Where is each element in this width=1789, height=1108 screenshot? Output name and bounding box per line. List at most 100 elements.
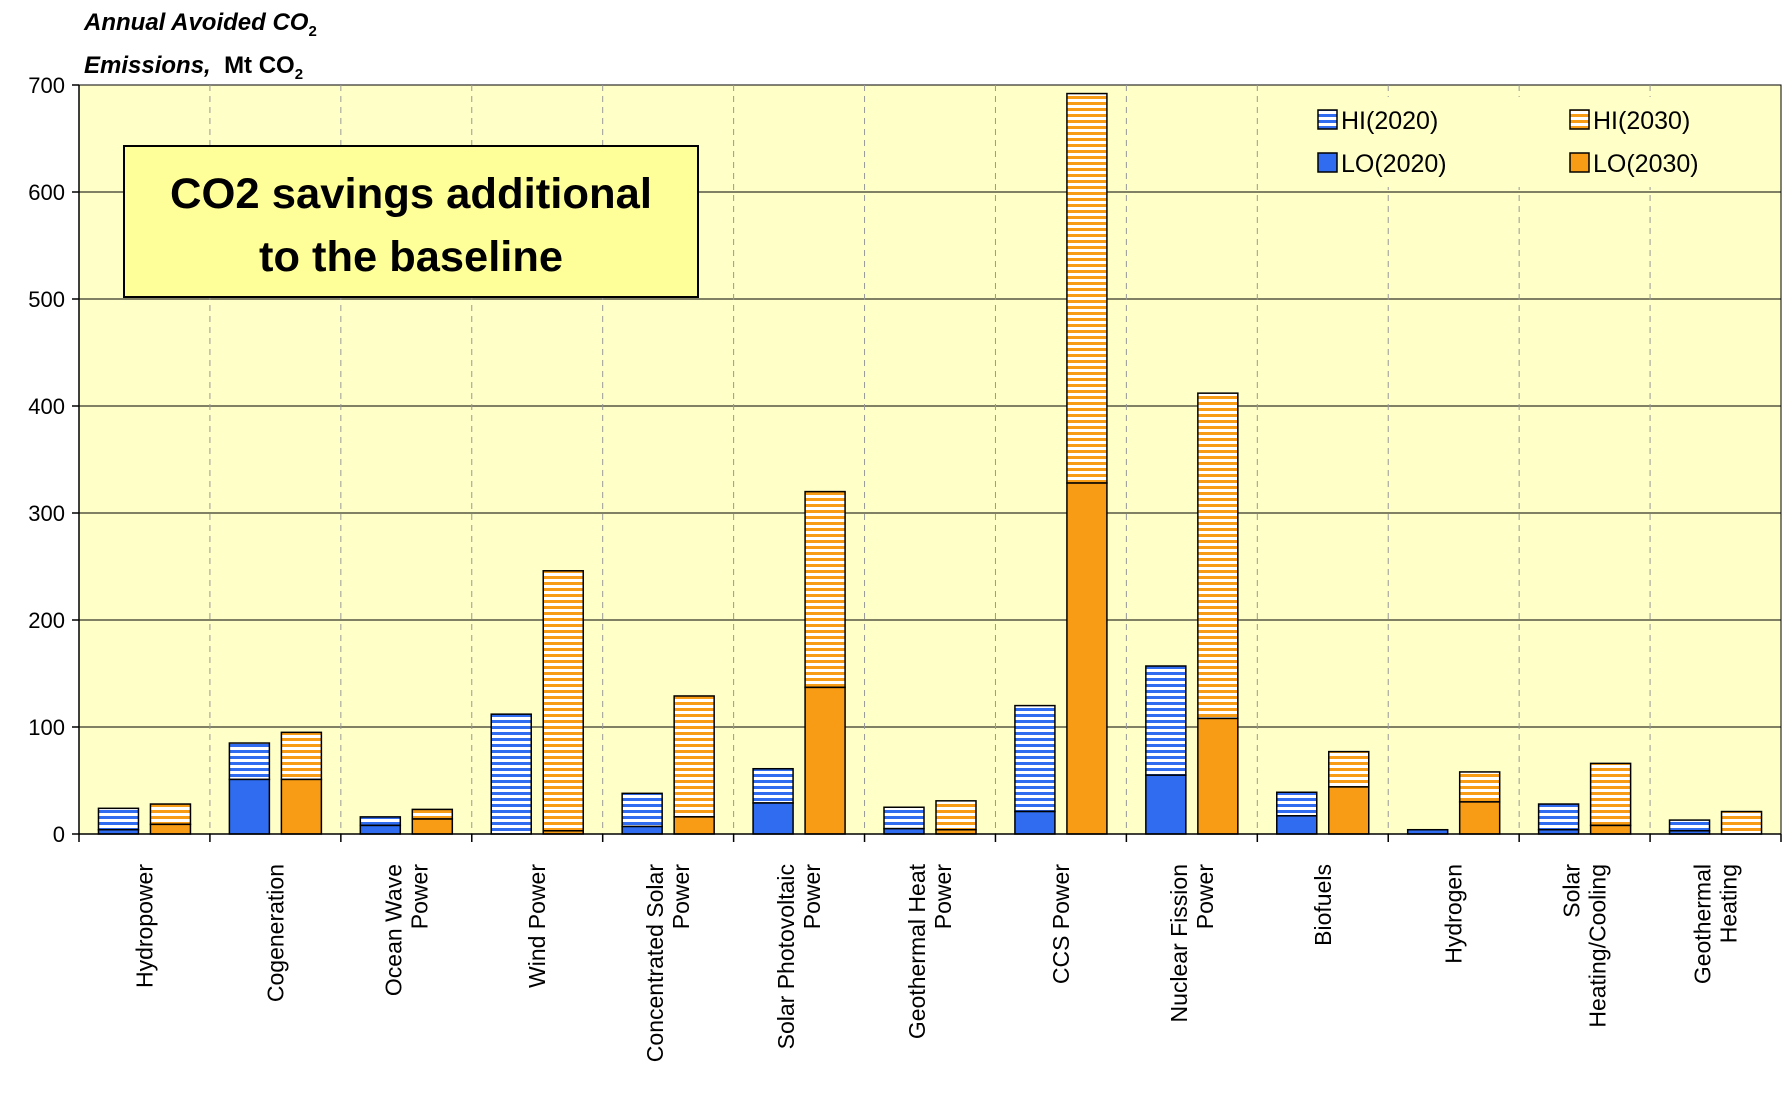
legend-item: HI(2020) <box>1317 107 1438 135</box>
2030-hi-bar <box>1328 750 1370 788</box>
category-label-line: Concentrated Solar <box>642 864 668 1063</box>
annotation-line2: to the baseline <box>259 233 563 281</box>
2030-lo-bar <box>411 818 454 835</box>
category-label-line: Wind Power <box>524 864 550 988</box>
2020-lo-bar <box>621 825 663 835</box>
y-tick-label: 600 <box>28 180 65 205</box>
category-label-line: Geothermal Heat <box>904 863 930 1039</box>
category-label-line: Power <box>799 864 825 930</box>
y-axis-title: Annual Avoided CO2 Emissions, Mt CO2 <box>84 6 317 92</box>
2020-lo-bar <box>883 827 925 835</box>
legend-item: LO(2030) <box>1569 150 1699 178</box>
2030-lo-bar <box>1197 717 1239 835</box>
2030-hi-bar <box>673 695 715 818</box>
category-label-line: Solar <box>1559 864 1585 918</box>
axes: 0 100 200 300 400 500 600 700 <box>28 73 1782 847</box>
category-label: Hydrogen <box>1441 864 1467 964</box>
category-label: Geothermal Heat Power <box>904 863 956 1039</box>
y-axis-title-line1: Annual Avoided CO2 <box>84 9 317 40</box>
category-label-line: Cogeneration <box>262 864 288 1002</box>
y-tick-label: 500 <box>28 287 65 312</box>
category-label-line: Geothermal <box>1690 864 1716 984</box>
category-label: Geothermal Heating <box>1690 864 1742 984</box>
2030-hi-bar <box>411 808 454 820</box>
2030-lo-bar <box>673 816 715 835</box>
category-label-line: Hydrogen <box>1441 864 1467 964</box>
legend-label: HI(2020) <box>1341 107 1438 135</box>
legend-swatch <box>1317 152 1338 173</box>
2030-lo-bar <box>149 823 192 835</box>
legend: HI(2020) HI(2030) LO(2020) LO(2030) <box>1262 97 1772 187</box>
annotation-box: CO2 savings additional to the baseline <box>123 145 699 298</box>
category-label-line: Power <box>668 864 694 930</box>
2030-hi-bar <box>1589 762 1632 827</box>
category-label-line: Power <box>406 864 432 930</box>
2030-hi-bar <box>804 490 846 689</box>
y-tick-label: 700 <box>28 73 65 98</box>
2020-hi-bar <box>359 816 402 827</box>
legend-swatch <box>1569 152 1590 173</box>
2020-lo-bar <box>228 778 271 835</box>
y-tick-label: 400 <box>28 394 65 419</box>
category-label-line: Ocean Wave <box>380 864 406 996</box>
2020-hi-bar <box>752 767 794 804</box>
category-label-line: Solar Photovoltaic <box>773 864 799 1049</box>
2020-lo-bar <box>1145 774 1187 835</box>
annotation-rect <box>123 145 699 298</box>
2030-hi-bar <box>542 570 584 832</box>
legend-label: LO(2020) <box>1341 150 1447 178</box>
category-label-line: Hydropower <box>131 864 157 988</box>
category-label-line: Heating/Cooling <box>1585 864 1611 1028</box>
2020-hi-bar <box>1145 665 1187 776</box>
y-tick-label: 100 <box>28 715 65 740</box>
legend-item: LO(2020) <box>1317 150 1447 178</box>
category-label-line: Power <box>930 864 956 930</box>
2030-hi-bar <box>280 731 323 781</box>
2020-hi-bar <box>1537 803 1580 831</box>
2020-hi-bar <box>883 806 925 830</box>
2030-hi-bar <box>1458 771 1501 803</box>
legend-item: HI(2030) <box>1569 107 1690 135</box>
category-label: Cogeneration <box>262 864 288 1002</box>
legend-label: LO(2030) <box>1593 150 1699 178</box>
2030-lo-bar <box>1328 786 1370 835</box>
category-label: CCS Power <box>1048 864 1074 984</box>
category-label-line: Heating <box>1716 864 1742 943</box>
category-label: Ocean Wave Power <box>380 864 432 996</box>
2030-lo-bar <box>1589 824 1632 835</box>
category-label: Solar Photovoltaic Power <box>773 864 825 1050</box>
2020-lo-bar <box>1276 815 1318 835</box>
legend-label: HI(2030) <box>1593 107 1690 135</box>
x-axis-labels: Hydropower Cogeneration Ocean Wave Power Win… <box>131 863 1741 1062</box>
2020-hi-bar <box>1668 819 1711 832</box>
2020-hi-bar <box>1014 704 1056 813</box>
category-label-line: Power <box>1192 864 1218 930</box>
category-label-line: CCS Power <box>1048 864 1074 984</box>
2020-hi-bar <box>228 742 271 781</box>
bars <box>97 92 1763 835</box>
2030-hi-bar <box>1066 92 1108 484</box>
category-label-line: Biofuels <box>1310 864 1336 946</box>
2030-lo-bar <box>804 686 846 835</box>
y-tick-label: 200 <box>28 608 65 633</box>
legend-background <box>1262 97 1772 187</box>
2030-lo-bar <box>280 778 323 835</box>
2020-hi-bar <box>97 807 140 831</box>
2020-lo-bar <box>1014 810 1056 835</box>
y-tick-label: 0 <box>53 822 65 847</box>
y-tick-label: 300 <box>28 501 65 526</box>
category-label: Hydropower <box>131 864 157 988</box>
2030-lo-bar <box>1458 801 1501 835</box>
2030-lo-bar <box>1066 482 1108 835</box>
legend-swatch <box>1569 109 1590 130</box>
2020-hi-bar <box>1276 791 1318 817</box>
category-label: Solar Heating/Cooling <box>1559 864 1611 1028</box>
2020-hi-bar <box>490 713 532 835</box>
2030-hi-bar <box>935 800 977 831</box>
category-label: Wind Power <box>524 864 550 988</box>
category-label: Concentrated Solar Power <box>642 864 694 1063</box>
2030-hi-bar <box>1720 810 1763 835</box>
category-label: Nuclear Fission Power <box>1166 864 1218 1023</box>
category-label-line: Nuclear Fission <box>1166 864 1192 1023</box>
